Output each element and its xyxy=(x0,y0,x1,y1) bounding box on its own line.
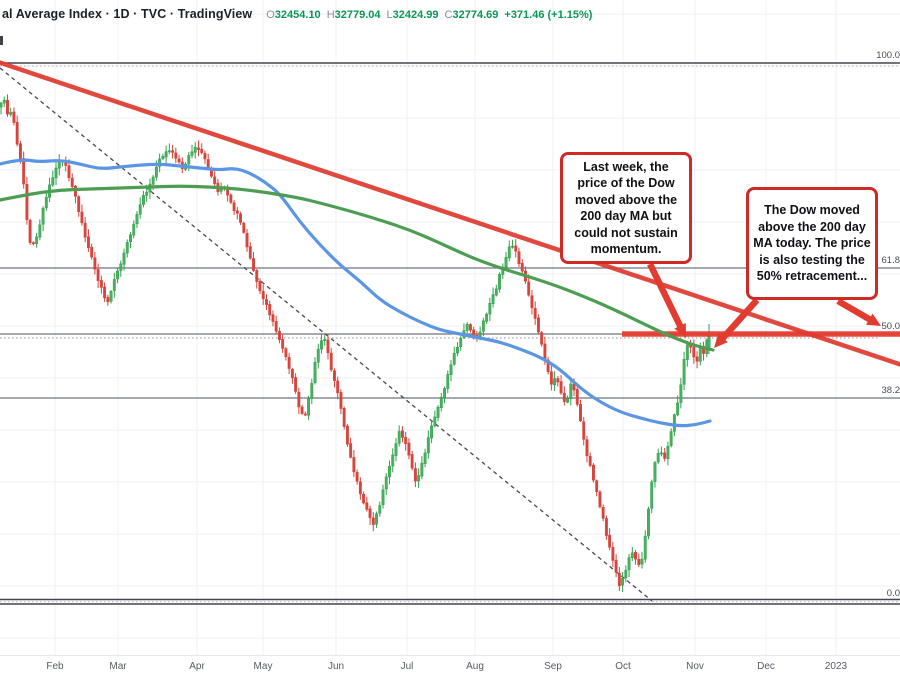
x-axis-label-aug: Aug xyxy=(466,661,484,672)
ma-200day-line[interactable] xyxy=(0,184,715,352)
annotation-box-today[interactable]: The Dow moved above the 200 day MA today… xyxy=(746,187,878,300)
annotation-box1-text: Last week, the price of the Dow moved ab… xyxy=(574,159,678,257)
chart-legend: al Average Index · 1D · TVC · TradingVie… xyxy=(2,5,592,23)
candlesticks xyxy=(0,94,711,592)
high-label: H xyxy=(326,9,335,21)
symbol-title[interactable]: al Average Index · 1D · TVC · TradingVie… xyxy=(2,7,253,21)
close-label: C xyxy=(444,9,453,21)
annotation-box2-text: The Dow moved above the 200 day MA today… xyxy=(753,203,871,284)
open-value: 32454.10 xyxy=(274,9,321,21)
time-axis[interactable]: Feb Mar Apr May Jun Jul Aug Sep Oct Nov Dec 2023 xyxy=(0,655,900,676)
left-edge-artifact xyxy=(0,36,3,45)
grid-lines xyxy=(0,0,900,655)
annotation-arrows xyxy=(647,262,881,348)
change-value: +371.46 (+1.15%) xyxy=(504,9,593,21)
x-axis-label-nov: Nov xyxy=(686,661,704,672)
fib-level-label: 0.0 xyxy=(886,588,900,599)
ohlc-readout: O32454.10 H32779.04 L32424.99 C32774.69 +371… xyxy=(260,9,592,21)
close-value: 32774.69 xyxy=(452,9,499,21)
dashed-trendline[interactable] xyxy=(0,67,653,602)
x-axis-label-feb: Feb xyxy=(46,661,64,672)
x-axis-label-jul: Jul xyxy=(400,661,414,672)
x-axis-label-may: May xyxy=(253,661,273,672)
high-value: 32779.04 xyxy=(334,9,381,21)
fib-level-label: 38.2 xyxy=(881,385,900,396)
x-axis-label-apr: Apr xyxy=(189,661,205,672)
low-label: L xyxy=(386,9,393,21)
ma-100day-line[interactable] xyxy=(0,158,712,428)
x-axis-label-dec: Dec xyxy=(757,661,775,672)
x-axis-label-jun: Jun xyxy=(327,661,345,672)
fib-level-label: 61.8 xyxy=(881,255,900,266)
x-axis-label-oct: Oct xyxy=(615,661,631,672)
fib-level-label: 50.0 xyxy=(881,321,900,332)
x-axis-label-mar: Mar xyxy=(109,661,127,672)
low-value: 32424.99 xyxy=(392,9,439,21)
downtrend-line[interactable] xyxy=(0,60,900,367)
open-label: O xyxy=(266,9,275,21)
fib-level-label: 100.0 xyxy=(876,50,900,61)
x-axis-label-sep: Sep xyxy=(544,661,562,672)
annotation-box-last-week[interactable]: Last week, the price of the Dow moved ab… xyxy=(560,152,692,264)
x-axis-label-2023: 2023 xyxy=(824,661,848,672)
chart-canvas[interactable] xyxy=(0,0,900,655)
